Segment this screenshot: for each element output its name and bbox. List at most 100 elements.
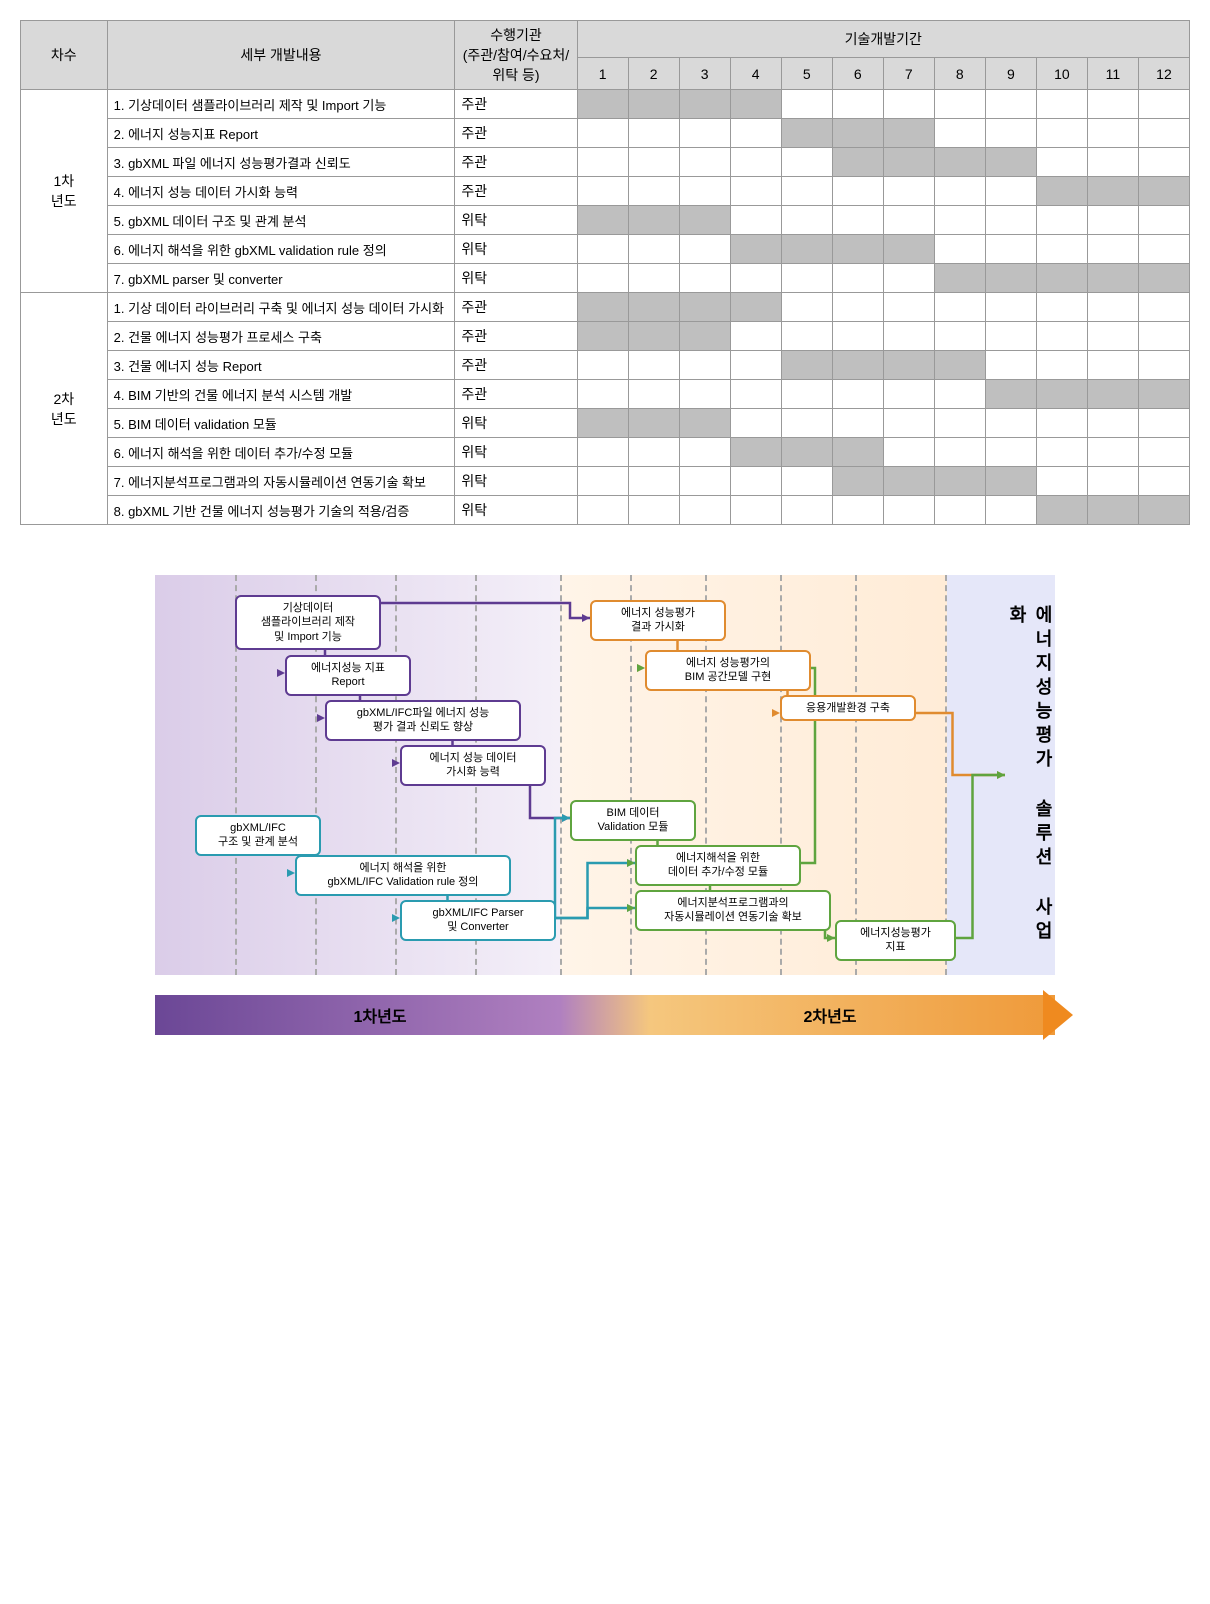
month-cell xyxy=(832,467,883,496)
month-cell xyxy=(577,380,628,409)
month-cell xyxy=(577,235,628,264)
month-cell xyxy=(730,177,781,206)
month-cell xyxy=(577,206,628,235)
org-cell: 위탁 xyxy=(455,409,577,438)
month-cell xyxy=(985,380,1036,409)
table-row: 7. gbXML parser 및 converter위탁 xyxy=(21,264,1190,293)
month-cell xyxy=(832,380,883,409)
org-cell: 주관 xyxy=(455,119,577,148)
month-cell xyxy=(934,264,985,293)
month-cell xyxy=(985,264,1036,293)
month-cell xyxy=(883,119,934,148)
flow-node-n6: 에너지 해석을 위한 gbXML/IFC Validation rule 정의 xyxy=(295,855,511,896)
timeline-y1: 1차년도 xyxy=(155,1003,605,1027)
month-cell xyxy=(883,177,934,206)
month-cell xyxy=(781,177,832,206)
month-cell xyxy=(1138,438,1189,467)
month-cell xyxy=(883,148,934,177)
month-cell xyxy=(781,206,832,235)
month-cell xyxy=(730,148,781,177)
task-cell: 3. 건물 에너지 성능 Report xyxy=(107,351,455,380)
table-row: 2. 건물 에너지 성능평가 프로세스 구축주관 xyxy=(21,322,1190,351)
month-cell xyxy=(832,90,883,119)
month-cell xyxy=(1138,206,1189,235)
month-cell xyxy=(730,264,781,293)
month-cell xyxy=(1036,119,1087,148)
month-cell xyxy=(679,467,730,496)
month-cell xyxy=(781,264,832,293)
month-cell xyxy=(628,322,679,351)
month-cell xyxy=(832,438,883,467)
month-cell xyxy=(1087,235,1138,264)
month-cell xyxy=(628,293,679,322)
month-cell xyxy=(934,206,985,235)
month-cell xyxy=(1138,177,1189,206)
year-label: 1차 년도 xyxy=(21,90,108,293)
header-month: 11 xyxy=(1087,58,1138,90)
month-cell xyxy=(679,264,730,293)
month-cell xyxy=(679,322,730,351)
month-cell xyxy=(1036,90,1087,119)
month-cell xyxy=(985,293,1036,322)
month-cell xyxy=(1087,90,1138,119)
task-cell: 8. gbXML 기반 건물 에너지 성능평가 기술의 적용/검증 xyxy=(107,496,455,525)
month-cell xyxy=(577,438,628,467)
month-cell xyxy=(628,90,679,119)
header-month: 9 xyxy=(985,58,1036,90)
month-cell xyxy=(934,409,985,438)
month-cell xyxy=(985,467,1036,496)
month-cell xyxy=(679,177,730,206)
month-cell xyxy=(1138,496,1189,525)
header-org: 수행기관 (주관/참여/수요처/위탁 등) xyxy=(455,21,577,90)
month-cell xyxy=(1138,148,1189,177)
month-cell xyxy=(1087,496,1138,525)
month-cell xyxy=(679,409,730,438)
month-cell xyxy=(832,409,883,438)
month-cell xyxy=(577,322,628,351)
org-cell: 주관 xyxy=(455,351,577,380)
month-cell xyxy=(934,438,985,467)
month-cell xyxy=(679,496,730,525)
month-cell xyxy=(1138,119,1189,148)
month-cell xyxy=(883,409,934,438)
task-cell: 6. 에너지 해석을 위한 gbXML validation rule 정의 xyxy=(107,235,455,264)
month-cell xyxy=(1036,380,1087,409)
flow-node-n11: BIM 데이터 Validation 모듈 xyxy=(570,800,696,841)
org-cell: 위탁 xyxy=(455,206,577,235)
month-cell xyxy=(577,496,628,525)
final-goal: 에너지성능평가 솔루션 사업화 xyxy=(1005,605,1055,945)
flow-node-n1: 기상데이터 샘플라이브러리 제작 및 Import 기능 xyxy=(235,595,381,650)
month-cell xyxy=(934,496,985,525)
month-cell xyxy=(1036,177,1087,206)
month-cell xyxy=(1087,177,1138,206)
month-cell xyxy=(628,148,679,177)
month-cell xyxy=(832,322,883,351)
month-cell xyxy=(628,351,679,380)
month-cell xyxy=(832,235,883,264)
month-cell xyxy=(730,90,781,119)
header-month: 3 xyxy=(679,58,730,90)
table-row: 2차 년도1. 기상 데이터 라이브러리 구축 및 에너지 성능 데이터 가시화… xyxy=(21,293,1190,322)
month-cell xyxy=(577,293,628,322)
month-cell xyxy=(781,293,832,322)
flow-node-n8: 에너지 성능평가 결과 가시화 xyxy=(590,600,726,641)
month-cell xyxy=(1036,409,1087,438)
month-cell xyxy=(628,206,679,235)
header-month: 4 xyxy=(730,58,781,90)
month-cell xyxy=(679,206,730,235)
header-month: 8 xyxy=(934,58,985,90)
org-cell: 주관 xyxy=(455,293,577,322)
month-cell xyxy=(628,235,679,264)
month-cell xyxy=(577,148,628,177)
month-cell xyxy=(1036,293,1087,322)
table-row: 2. 에너지 성능지표 Report주관 xyxy=(21,119,1190,148)
month-cell xyxy=(781,119,832,148)
flow-node-n3: gbXML/IFC파일 에너지 성능 평가 결과 신뢰도 향상 xyxy=(325,700,521,741)
month-cell xyxy=(1087,293,1138,322)
month-cell xyxy=(1138,380,1189,409)
month-cell xyxy=(985,351,1036,380)
task-cell: 7. 에너지분석프로그램과의 자동시뮬레이션 연동기술 확보 xyxy=(107,467,455,496)
month-cell xyxy=(577,409,628,438)
month-cell xyxy=(679,293,730,322)
month-cell xyxy=(1087,467,1138,496)
